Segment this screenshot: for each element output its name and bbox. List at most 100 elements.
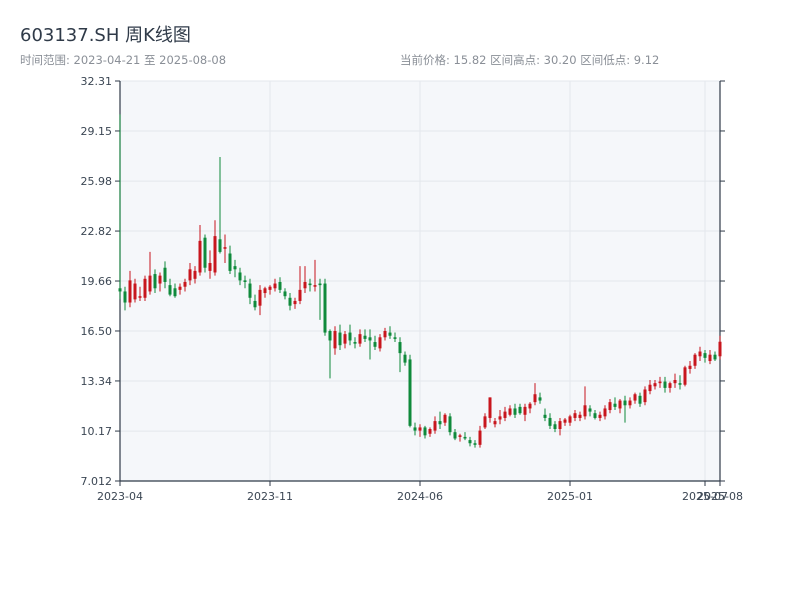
y-tick-label: 22.82	[81, 225, 113, 238]
candle-down	[453, 432, 457, 439]
x-tick-label: 2024-06	[397, 490, 443, 503]
candle-up	[643, 389, 647, 403]
candle-up	[333, 330, 337, 349]
candle-up	[188, 269, 192, 281]
candle-down	[288, 297, 292, 306]
candle-up	[568, 416, 572, 423]
candle-up	[508, 408, 512, 415]
candle-down	[353, 342, 357, 344]
x-tick-label: 2025-08	[697, 490, 743, 503]
candle-down	[613, 403, 617, 407]
candle-up	[273, 283, 277, 289]
candle-up	[503, 411, 507, 418]
candle-up	[358, 334, 362, 344]
candle-down	[328, 330, 332, 341]
candle-up	[563, 419, 567, 423]
candle-up	[193, 270, 197, 279]
candle-up	[263, 288, 267, 294]
candle-down	[248, 283, 252, 298]
candle-up	[533, 394, 537, 403]
candle-up	[383, 330, 387, 338]
candle-up	[483, 416, 487, 428]
candle-up	[683, 367, 687, 385]
candle-down	[203, 237, 207, 268]
candle-up	[433, 421, 437, 431]
candle-down	[438, 421, 442, 425]
candle-up	[258, 289, 262, 306]
candle-up	[208, 262, 212, 271]
candle-down	[398, 342, 402, 354]
candle-up	[603, 408, 607, 417]
candle-down	[513, 408, 517, 415]
candle-up	[718, 341, 722, 357]
candle-down	[368, 337, 372, 341]
candle-up	[633, 394, 637, 401]
candle-up	[693, 354, 697, 366]
candle-down	[168, 285, 172, 295]
candle-up	[698, 351, 702, 357]
candle-down	[153, 274, 157, 289]
x-tick-label: 2023-04	[97, 490, 143, 503]
candle-down	[323, 283, 327, 333]
y-tick-label: 19.66	[81, 275, 113, 288]
candle-up	[673, 379, 677, 384]
candle-up	[128, 280, 132, 303]
date-range-text: 时间范围: 2023-04-21 至 2025-08-08	[20, 53, 227, 67]
candle-down	[588, 408, 592, 412]
candle-up	[303, 281, 307, 289]
candle-up	[343, 334, 347, 344]
candle-down	[228, 253, 232, 271]
candle-down	[373, 342, 377, 347]
candle-up	[133, 283, 137, 300]
candle-up	[648, 384, 652, 392]
candle-up	[708, 354, 712, 362]
candle-up	[378, 337, 382, 349]
candle-up	[198, 240, 202, 273]
candle-down	[553, 424, 557, 430]
candle-up	[183, 281, 187, 287]
candle-down	[233, 266, 237, 270]
candle-up	[223, 247, 227, 249]
candle-up	[488, 397, 492, 418]
candle-up	[558, 421, 562, 430]
candle-down	[623, 400, 627, 406]
y-tick-label: 25.98	[81, 175, 113, 188]
candle-down	[123, 291, 127, 303]
candle-up	[628, 400, 632, 406]
candle-up	[598, 414, 602, 418]
candle-up	[528, 403, 532, 409]
y-tick-label: 7.012	[81, 475, 113, 488]
candle-up	[668, 383, 672, 388]
candle-down	[308, 283, 312, 286]
candle-down	[468, 440, 472, 444]
x-tick-label: 2025-07	[682, 490, 728, 503]
price-stats-text: 当前价格: 15.82 区间高点: 30.20 区间低点: 9.12	[400, 53, 660, 67]
candle-down	[318, 283, 322, 286]
candle-down	[218, 239, 222, 252]
candle-up	[268, 286, 272, 290]
candle-down	[543, 414, 547, 418]
candle-down	[713, 354, 717, 360]
candle-down	[403, 354, 407, 363]
candle-down	[173, 288, 177, 297]
candle-down	[518, 406, 522, 414]
candle-down	[463, 436, 467, 439]
candle-down	[593, 413, 597, 418]
candle-down	[473, 443, 477, 445]
candle-down	[388, 332, 392, 336]
candle-down	[163, 267, 167, 282]
candle-up	[178, 286, 182, 290]
candle-down	[348, 332, 352, 341]
x-tick-label: 2023-11	[247, 490, 293, 503]
candle-down	[663, 381, 667, 388]
candle-down	[448, 416, 452, 433]
candle-up	[428, 429, 432, 434]
candle-up	[523, 406, 527, 415]
candle-down	[283, 291, 287, 297]
candle-down	[253, 300, 257, 308]
candle-up	[143, 278, 147, 298]
candle-up	[298, 289, 302, 301]
candle-up	[293, 300, 297, 305]
candle-down	[423, 427, 427, 436]
candle-up	[493, 421, 497, 425]
